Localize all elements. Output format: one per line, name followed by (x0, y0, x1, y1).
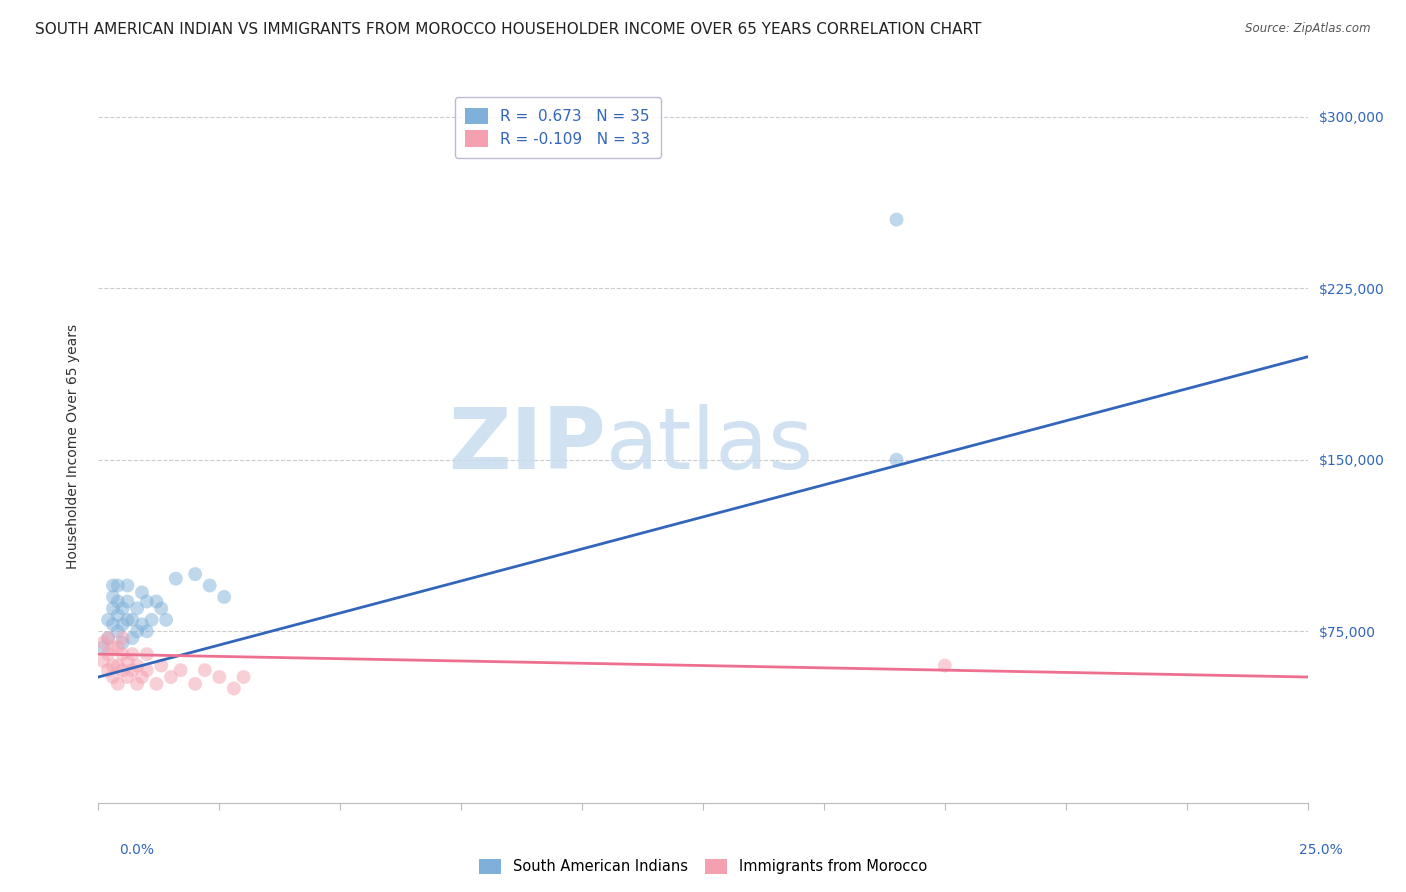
Point (934, 658, 956, 673)
Text: 25.0%: 25.0% (1299, 843, 1343, 857)
Text: atlas: atlas (606, 404, 814, 488)
Point (208, 670, 231, 684)
Point (121, 631, 143, 645)
Point (97, 631, 120, 645)
Text: ZIP: ZIP (449, 404, 606, 488)
Point (101, 601, 124, 615)
Point (91, 636, 114, 650)
Point (107, 677, 129, 691)
Point (141, 613, 163, 627)
Point (145, 677, 167, 691)
Point (101, 590, 124, 604)
Point (107, 624, 129, 639)
Point (886, 212, 908, 227)
Point (107, 608, 129, 623)
Point (127, 677, 149, 691)
Point (101, 578, 124, 592)
Y-axis label: Householder Income Over 65 years: Householder Income Over 65 years (66, 324, 80, 568)
Point (184, 677, 207, 691)
Point (131, 585, 153, 599)
Point (97, 663, 120, 677)
Point (111, 617, 134, 632)
Point (886, 452, 908, 467)
Point (169, 663, 191, 677)
Point (111, 631, 134, 645)
Text: SOUTH AMERICAN INDIAN VS IMMIGRANTS FROM MOROCCO HOUSEHOLDER INCOME OVER 65 YEAR: SOUTH AMERICAN INDIAN VS IMMIGRANTS FROM… (35, 22, 981, 37)
Point (212, 590, 235, 604)
Legend: R =  0.673   N = 35, R = -0.109   N = 33: R = 0.673 N = 35, R = -0.109 N = 33 (454, 97, 661, 158)
Point (91, 654, 114, 668)
Point (91, 640, 114, 655)
Point (145, 594, 167, 608)
Point (155, 613, 177, 627)
Point (107, 658, 129, 673)
Point (107, 594, 129, 608)
Point (101, 670, 124, 684)
Point (111, 647, 134, 661)
Point (117, 654, 139, 668)
Point (117, 613, 139, 627)
Point (150, 658, 173, 673)
Point (101, 658, 124, 673)
Point (111, 601, 134, 615)
Point (101, 640, 124, 655)
Point (135, 594, 157, 608)
Point (107, 640, 129, 655)
Point (111, 636, 134, 650)
Point (117, 578, 139, 592)
Point (111, 663, 134, 677)
Point (127, 624, 149, 639)
Legend: South American Indians, Immigrants from Morocco: South American Indians, Immigrants from … (474, 853, 932, 880)
Point (131, 670, 153, 684)
Point (97, 613, 120, 627)
Point (160, 670, 183, 684)
Point (127, 658, 149, 673)
Point (101, 617, 124, 632)
Point (131, 617, 153, 632)
Point (117, 670, 139, 684)
Point (198, 578, 221, 592)
Point (135, 663, 157, 677)
Point (232, 670, 254, 684)
Point (107, 578, 129, 592)
Point (97, 647, 120, 661)
Point (135, 624, 157, 639)
Point (117, 594, 139, 608)
Point (127, 601, 149, 615)
Point (135, 647, 157, 661)
Point (121, 647, 143, 661)
Point (121, 663, 143, 677)
Point (121, 613, 143, 627)
Point (194, 663, 217, 677)
Text: 0.0%: 0.0% (120, 843, 155, 857)
Point (97, 631, 120, 645)
Point (165, 572, 187, 586)
Text: Source: ZipAtlas.com: Source: ZipAtlas.com (1246, 22, 1371, 36)
Point (184, 567, 207, 582)
Point (150, 601, 173, 615)
Point (222, 681, 245, 696)
